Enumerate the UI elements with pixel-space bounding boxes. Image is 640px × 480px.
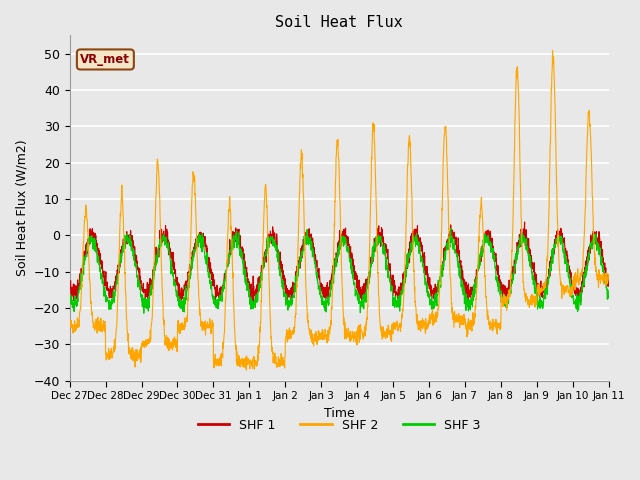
- Text: VR_met: VR_met: [81, 53, 131, 66]
- Title: Soil Heat Flux: Soil Heat Flux: [275, 15, 403, 30]
- Y-axis label: Soil Heat Flux (W/m2): Soil Heat Flux (W/m2): [15, 140, 28, 276]
- Legend: SHF 1, SHF 2, SHF 3: SHF 1, SHF 2, SHF 3: [193, 414, 486, 437]
- X-axis label: Time: Time: [324, 407, 355, 420]
